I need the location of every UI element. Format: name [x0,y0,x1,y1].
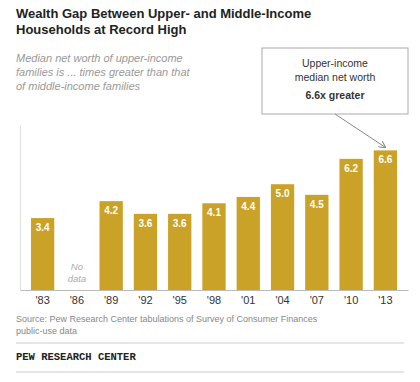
data-label: 4.4 [241,201,255,212]
no-data-label-line: No [71,261,83,272]
x-tick: '83 [35,294,49,306]
data-labels: 3.4 4.2 3.6 3.6 4.1 4.4 5.0 4.5 6.2 6.6 [36,154,393,233]
title-line: Wealth Gap Between Upper- and Middle-Inc… [16,6,311,21]
x-tick-label: '86 [70,294,84,306]
source-line: Source: Pew Research Center tabulations … [16,314,318,324]
x-axis: '83 '86 '89 '92 '95 '98 '01 '04 '07 '10 '13 [21,291,409,306]
x-tick: '98 [207,294,221,306]
bar [31,218,54,290]
data-label: 5.0 [276,188,290,199]
x-tick-label: '04 [275,294,289,306]
x-tick-label: '07 [310,294,324,306]
annotation-line: median net worth [295,71,376,83]
data-label: 4.5 [310,199,324,210]
bar [168,214,191,290]
x-tick-label: '92 [138,294,152,306]
chart: Wealth Gap Between Upper- and Middle-Inc… [0,0,420,382]
x-tick: '86 [70,294,84,306]
annotation-line: 6.6x greater [306,89,365,101]
footer-rule [16,343,404,344]
x-tick: '95 [173,294,187,306]
subtitle-line: of middle-income families [16,80,141,92]
x-tick: '89 [104,294,118,306]
bar [237,197,260,290]
no-data-label: Nodata [68,261,87,284]
no-data-label-line: data [68,273,87,284]
x-tick: '10 [344,294,358,306]
x-tick: '13 [378,294,392,306]
footer: PEW RESEARCH CENTER [16,351,136,363]
title: Wealth Gap Between Upper- and Middle-Inc… [16,6,311,37]
bar [374,150,397,290]
annotation-box [262,48,408,114]
title-line: Households at Record High [16,22,187,37]
source: Source: Pew Research Center tabulations … [16,314,318,336]
data-label: 3.6 [138,218,152,229]
x-tick-label: '10 [344,294,358,306]
subtitle-line: Median net worth of upper-income [16,52,183,64]
x-tick-label: '13 [378,294,392,306]
data-label: 3.6 [173,218,187,229]
annotations: Upper-income median net worth 6.6x greater… [68,48,408,284]
bar [100,201,123,290]
data-label: 6.6 [378,154,392,165]
x-tick-label: '01 [241,294,255,306]
x-axis-line [21,290,409,291]
bar [271,184,294,290]
data-label: 4.1 [207,207,221,218]
data-label: 6.2 [344,163,358,174]
subtitle-line: families is ... times greater than that [16,66,191,78]
x-tick: '07 [310,294,324,306]
x-tick-label: '89 [104,294,118,306]
x-tick: '92 [138,294,152,306]
y-axis-line [20,126,21,291]
subtitle: Median net worth of upper-income families… [16,52,191,92]
bar [202,203,225,290]
x-tick: '04 [275,294,289,306]
x-tick-label: '95 [173,294,187,306]
x-tick-label: '98 [207,294,221,306]
footer-rule [16,372,404,373]
x-tick: '01 [241,294,255,306]
data-label: 4.2 [104,205,118,216]
x-tick-label: '83 [35,294,49,306]
annotation: Upper-income median net worth 6.6x greater [295,57,376,101]
annotation-arrow [335,114,385,147]
bar [339,159,362,290]
bar [305,195,328,290]
source-line: public-use data [16,326,77,336]
bar [134,214,157,290]
y-axis [20,126,21,291]
bars [31,150,397,290]
annotation-line: Upper-income [302,57,368,69]
data-label: 3.4 [36,222,50,233]
